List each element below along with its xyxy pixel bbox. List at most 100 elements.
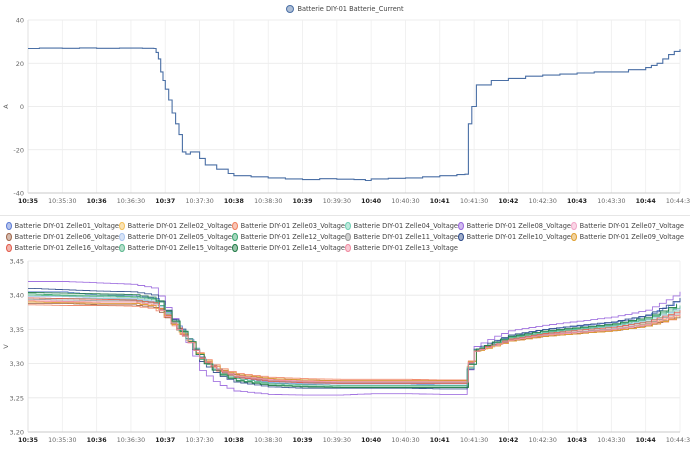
x-tick-label: 10:41 <box>430 198 450 205</box>
legend-label: Batterie DIY-01 Zelle14_Voltage <box>240 243 345 252</box>
x-tick-label: 10:38:30 <box>254 198 282 205</box>
legend-label: Batterie DIY-01 Zelle09_Voltage <box>579 232 684 241</box>
series-line-voltage[interactable] <box>28 287 681 390</box>
legend-item-voltage-8[interactable]: Batterie DIY-01 Zelle12_Voltage <box>232 232 345 241</box>
x-tick-label: 10:43:30 <box>597 437 625 444</box>
x-tick-label: 10:39:30 <box>323 198 351 205</box>
voltage-chart-panel: Batterie DIY-01 Zelle01_Voltage Batterie … <box>0 216 690 452</box>
series-line-voltage[interactable] <box>28 292 678 388</box>
legend-label: Batterie DIY-01 Zelle08_Voltage <box>466 221 571 230</box>
x-tick-label: 10:35 <box>18 198 38 205</box>
legend-label: Batterie DIY-01 Batterie_Current <box>297 4 404 13</box>
series-line-voltage[interactable] <box>28 297 681 385</box>
y-tick-label: 3,45 <box>10 258 24 266</box>
legend-swatch-icon <box>345 243 351 252</box>
series-line-voltage[interactable] <box>28 301 678 382</box>
legend-item-voltage-2[interactable]: Batterie DIY-01 Zelle03_Voltage <box>232 221 345 230</box>
legend-item-voltage-11[interactable]: Batterie DIY-01 Zelle09_Voltage <box>571 232 684 241</box>
legend-item-voltage-6[interactable]: Batterie DIY-01 Zelle06_Voltage <box>6 232 119 241</box>
legend-item-voltage-7[interactable]: Batterie DIY-01 Zelle05_Voltage <box>119 232 232 241</box>
legend-swatch-icon <box>232 232 238 241</box>
x-tick-label: 10:39:30 <box>323 437 351 444</box>
series-line-voltage[interactable] <box>28 293 678 388</box>
x-tick-label: 10:44:30 <box>666 198 690 205</box>
legend-item-voltage-12[interactable]: Batterie DIY-01 Zelle16_Voltage <box>6 243 119 252</box>
y-tick-label: 3,25 <box>10 394 24 402</box>
legend-label: Batterie DIY-01 Zelle12_Voltage <box>240 232 345 241</box>
legend-swatch-icon <box>458 221 464 230</box>
voltage-chart-legend: Batterie DIY-01 Zelle01_Voltage Batterie … <box>6 220 690 253</box>
x-tick-label: 10:43 <box>567 437 587 444</box>
legend-swatch-icon <box>232 243 238 252</box>
y-axis-label: A <box>2 104 10 109</box>
y-tick-label: 3,20 <box>10 429 24 437</box>
series-line-voltage[interactable] <box>28 300 681 383</box>
series-line-voltage[interactable] <box>28 294 681 386</box>
legend-item-voltage-14[interactable]: Batterie DIY-01 Zelle14_Voltage <box>232 243 345 252</box>
x-tick-label: 10:36 <box>87 198 108 205</box>
legend-item-voltage-0[interactable]: Batterie DIY-01 Zelle01_Voltage <box>6 221 119 230</box>
legend-swatch-icon <box>119 243 125 252</box>
x-tick-label: 10:36:30 <box>117 437 145 444</box>
x-tick-label: 10:38:30 <box>254 437 282 444</box>
legend-swatch-icon <box>286 4 295 13</box>
legend-label: Batterie DIY-01 Zelle06_Voltage <box>14 232 119 241</box>
x-tick-label: 10:35 <box>18 437 38 444</box>
x-tick-label: 10:41 <box>430 437 450 444</box>
series-line-voltage[interactable] <box>28 301 678 382</box>
series-line-voltage[interactable] <box>28 298 681 384</box>
series-line-voltage[interactable] <box>28 302 681 382</box>
legend-item-voltage-1[interactable]: Batterie DIY-01 Zelle02_Voltage <box>119 221 232 230</box>
legend-swatch-icon <box>119 232 125 241</box>
x-tick-label: 10:44 <box>636 437 657 444</box>
y-tick-label: -20 <box>13 146 24 154</box>
x-tick-label: 10:38 <box>224 437 244 444</box>
legend-swatch-icon <box>458 232 464 241</box>
series-line-voltage[interactable] <box>28 300 681 384</box>
legend-label: Batterie DIY-01 Zelle02_Voltage <box>127 221 232 230</box>
x-tick-label: 10:40:30 <box>391 437 419 444</box>
x-tick-label: 10:37:30 <box>185 198 213 205</box>
legend-swatch-icon <box>6 232 12 241</box>
x-tick-label: 10:41:30 <box>460 437 488 444</box>
series-line-voltage[interactable] <box>28 297 681 384</box>
y-tick-label: 40 <box>16 17 24 25</box>
legend-label: Batterie DIY-01 Zelle15_Voltage <box>127 243 232 252</box>
legend-swatch-icon <box>571 221 577 230</box>
legend-swatch-icon <box>232 221 238 230</box>
x-tick-label: 10:43 <box>567 198 587 205</box>
legend-label: Batterie DIY-01 Zelle07_Voltage <box>579 221 684 230</box>
legend-swatch-icon <box>345 221 351 230</box>
x-tick-label: 10:40:30 <box>391 198 419 205</box>
legend-item-voltage-13[interactable]: Batterie DIY-01 Zelle15_Voltage <box>119 243 232 252</box>
legend-item-current-0[interactable]: Batterie DIY-01 Batterie_Current <box>286 4 404 13</box>
x-tick-label: 10:38 <box>224 198 244 205</box>
x-tick-label: 10:44 <box>636 198 657 205</box>
legend-swatch-icon <box>345 232 351 241</box>
series-line-voltage[interactable] <box>28 304 678 381</box>
y-tick-label: 0 <box>20 103 24 111</box>
x-tick-label: 10:43:30 <box>597 198 625 205</box>
y-tick-label: 3,30 <box>10 360 24 368</box>
x-tick-label: 10:39 <box>293 198 313 205</box>
legend-label: Batterie DIY-01 Zelle11_Voltage <box>353 232 458 241</box>
x-tick-label: 10:41:30 <box>460 198 488 205</box>
x-tick-label: 10:42 <box>498 198 518 205</box>
series-line-voltage[interactable] <box>28 296 681 385</box>
x-tick-label: 10:37 <box>155 198 175 205</box>
y-tick-label: -40 <box>13 190 24 198</box>
legend-label: Batterie DIY-01 Zelle04_Voltage <box>353 221 458 230</box>
series-line-voltage[interactable] <box>28 281 681 396</box>
legend-item-voltage-15[interactable]: Batterie DIY-01 Zelle13_Voltage <box>345 243 458 252</box>
y-tick-label: 3,35 <box>10 326 24 334</box>
series-line-current[interactable] <box>28 47 681 182</box>
legend-label: Batterie DIY-01 Zelle16_Voltage <box>14 243 119 252</box>
legend-item-voltage-3[interactable]: Batterie DIY-01 Zelle04_Voltage <box>345 221 458 230</box>
legend-item-voltage-4[interactable]: Batterie DIY-01 Zelle08_Voltage <box>458 221 571 230</box>
legend-label: Batterie DIY-01 Zelle10_Voltage <box>466 232 571 241</box>
legend-item-voltage-9[interactable]: Batterie DIY-01 Zelle11_Voltage <box>345 232 458 241</box>
legend-item-voltage-5[interactable]: Batterie DIY-01 Zelle07_Voltage <box>571 221 684 230</box>
legend-item-voltage-10[interactable]: Batterie DIY-01 Zelle10_Voltage <box>458 232 571 241</box>
